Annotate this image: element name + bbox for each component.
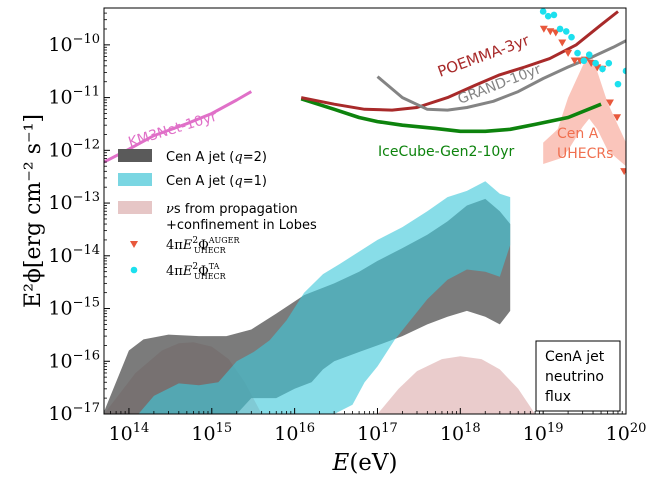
y-tick-label: 10−14 [48, 243, 100, 267]
label-cena-uhecr-2: UHECRs [557, 146, 613, 162]
y-tick-label: 10−11 [48, 85, 100, 109]
axis-labels: E(eV) E²ϕ[erg cm⁻² s⁻¹] [21, 114, 397, 476]
point-ta-9 [592, 59, 599, 67]
point-ta-3 [556, 25, 564, 33]
curve-icecube [300, 97, 602, 134]
legend-item-cena_q1: Cen A jet (q=1) [118, 173, 267, 189]
legend-label: νs from propagation [166, 202, 298, 217]
point-ta-10 [599, 65, 606, 73]
x-tick-label: 1015 [191, 421, 232, 445]
info-box [535, 340, 621, 412]
x-tick-label: 1017 [357, 421, 398, 445]
point-auger-13 [620, 168, 626, 176]
uhecr-points [539, 8, 626, 176]
band-lobes-1 [377, 356, 536, 414]
legend-marker [130, 266, 138, 274]
legend-label: 4πE2ΦAUGER [166, 236, 240, 253]
label-km3net: KM3Net-10yr [126, 109, 219, 151]
point-ta-0 [539, 8, 547, 15]
legend-subscript: UHECR [194, 246, 227, 255]
label-cena-uhecr-1: Cen A [557, 126, 599, 142]
legend-marker [130, 241, 138, 248]
y-tick-label: 10−12 [48, 137, 100, 161]
x-axis-label: E(eV) [332, 450, 398, 476]
point-ta-4 [562, 28, 570, 35]
point-ta-8 [585, 51, 593, 59]
y-tick-label: 10−10 [48, 32, 100, 56]
y-tick-label: 10−17 [48, 401, 100, 425]
axis-ticks: 1014 1015 1016 1017 1018 1019 1020 10−17 10−16 10… [48, 12, 647, 445]
y-tick-label: 10−16 [48, 348, 100, 372]
y-axis-label: E²ϕ[erg cm⁻² s⁻¹] [21, 114, 46, 308]
point-ta-12 [614, 80, 622, 88]
info-box-line-2: neutrino [545, 369, 604, 385]
point-ta-11 [605, 59, 613, 67]
label-icecube: IceCube-Gen2-10yr [378, 144, 515, 160]
legend-item-lobes: νs from propagation+confinement in Lobes [118, 201, 317, 233]
legend-item-cena_q2: Cen A jet (q=2) [118, 149, 267, 165]
legend-subscript: UHECR [194, 272, 227, 281]
x-tick-label: 1019 [523, 421, 564, 445]
x-tick-label: 1016 [274, 421, 315, 445]
info-box-line-3: flux [545, 389, 571, 405]
point-ta-2 [550, 11, 558, 19]
info-box-line-1: CenA jet [545, 349, 605, 365]
point-ta-1 [544, 12, 552, 20]
point-ta-7 [580, 57, 588, 65]
y-tick-label: 10−15 [48, 296, 100, 320]
point-ta-13 [622, 67, 626, 75]
legend-label: 4πE2ΦTA [166, 262, 220, 279]
point-auger-12 [613, 114, 622, 122]
x-tick-label: 1014 [109, 421, 150, 445]
curve-grand [376, 39, 626, 112]
x-tick-label: 1018 [440, 421, 481, 445]
legend-label-line2: +confinement in Lobes [166, 218, 317, 233]
legend-label: Cen A jet (q=2) [166, 150, 267, 165]
point-auger-4 [564, 49, 573, 57]
legend: Cen A jet (q=2) Cen A jet (q=1) νs from pr… [118, 149, 317, 281]
legend-swatch [118, 201, 152, 214]
legend-label: Cen A jet (q=1) [166, 174, 267, 189]
point-ta-5 [568, 33, 575, 41]
legend-swatch [118, 173, 152, 186]
x-tick-label: 1020 [606, 421, 647, 445]
curve-poemma [300, 10, 619, 112]
point-auger-0 [539, 25, 548, 33]
band-cena_q1-3 [138, 181, 511, 414]
point-auger-5 [570, 57, 579, 65]
point-ta-6 [574, 49, 581, 57]
point-auger-11 [605, 99, 614, 107]
point-auger-3 [558, 39, 567, 47]
y-tick-label: 10−13 [48, 190, 100, 214]
legend-swatch [118, 149, 152, 162]
